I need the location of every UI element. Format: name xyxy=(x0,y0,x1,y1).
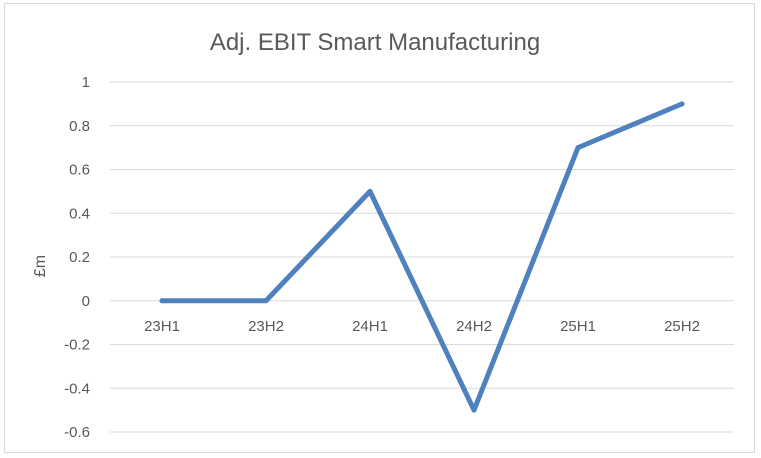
y-axis-ticks: 1 0.8 0.6 0.4 0.2 0 -0.2 -0.4 -0.6 xyxy=(64,74,90,441)
y-tick-label: 0 xyxy=(82,293,90,310)
chart-title: Adj. EBIT Smart Manufacturing xyxy=(210,29,540,56)
x-tick-label: 25H1 xyxy=(560,318,596,335)
x-axis-ticks: 23H1 23H2 24H1 24H2 25H1 25H2 xyxy=(144,318,700,335)
y-tick-label: -0.4 xyxy=(64,380,90,397)
chart-frame xyxy=(4,3,755,453)
x-tick-label: 24H2 xyxy=(456,318,492,335)
data-point xyxy=(575,145,581,151)
data-point xyxy=(263,298,269,304)
x-tick-label: 23H1 xyxy=(144,318,180,335)
data-point xyxy=(367,188,373,194)
series-line xyxy=(159,101,685,413)
x-tick-label: 24H1 xyxy=(352,318,388,335)
y-tick-label: 0.6 xyxy=(69,162,90,179)
y-tick-label: 0.2 xyxy=(69,249,90,266)
x-tick-label: 23H2 xyxy=(248,318,284,335)
series-layer xyxy=(159,101,685,413)
y-tick-label: -0.2 xyxy=(64,337,90,354)
gridlines xyxy=(110,81,734,433)
data-point xyxy=(679,101,685,107)
y-tick-label: 0.8 xyxy=(69,118,90,135)
y-tick-label: 0.4 xyxy=(69,205,90,222)
x-tick-label: 25H2 xyxy=(664,318,700,335)
data-point xyxy=(471,407,477,413)
y-tick-label: -0.6 xyxy=(64,424,90,441)
y-tick-label: 1 xyxy=(82,74,90,91)
y-axis-label: £m xyxy=(32,255,49,277)
data-point xyxy=(159,298,165,304)
